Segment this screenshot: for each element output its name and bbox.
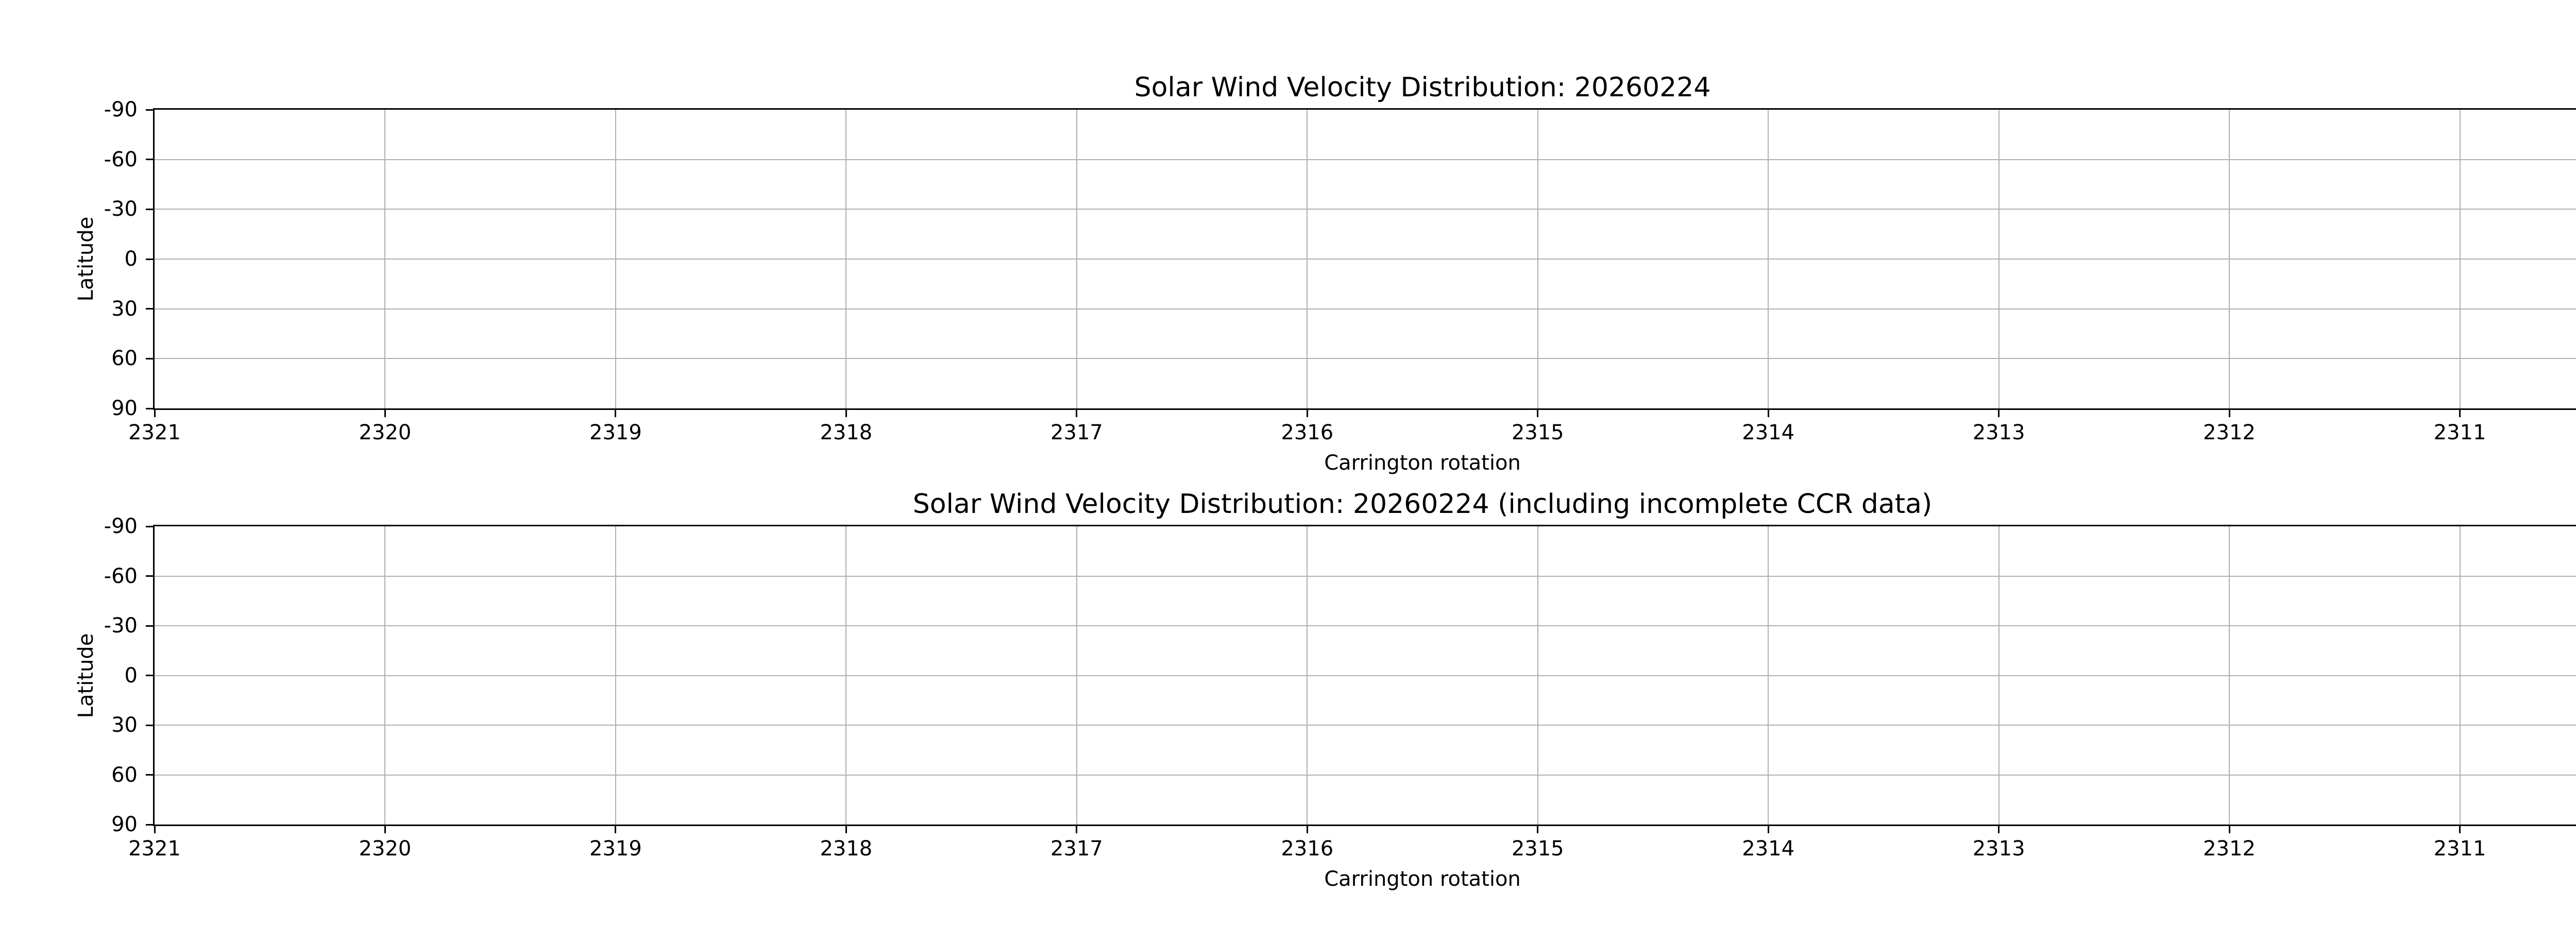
x-tick-mark (1537, 826, 1539, 833)
x-tick-label: 2318 (820, 837, 873, 861)
y-tick-label: 30 (111, 713, 138, 737)
x-tick-label: 2314 (1742, 837, 1795, 861)
gridline-horizontal (155, 358, 2576, 359)
x-tick-mark (1076, 410, 1078, 417)
y-tick-label: -30 (104, 197, 138, 221)
x-tick-mark (1998, 410, 2000, 417)
y-tick-label: -60 (104, 147, 138, 171)
y-tick-label: 0 (124, 247, 138, 271)
gridline-horizontal (155, 725, 2576, 726)
y-tick-label: -60 (104, 564, 138, 588)
gridline-horizontal (155, 209, 2576, 210)
y-tick-label: -90 (104, 98, 138, 122)
x-tick-label: 2315 (1511, 837, 1564, 861)
x-tick-mark (154, 410, 156, 417)
y-tick-label: -90 (104, 514, 138, 538)
x-tick-label: 2319 (589, 837, 642, 861)
x-tick-label: 2321 (128, 837, 181, 861)
x-tick-mark (845, 410, 847, 417)
x-axis-label: Carrington rotation (1324, 451, 1521, 475)
y-tick-mark (146, 575, 153, 577)
x-tick-label: 2316 (1281, 421, 1334, 444)
y-tick-mark (146, 208, 153, 210)
x-tick-label: 2312 (2203, 837, 2256, 861)
x-tick-label: 2311 (2433, 837, 2486, 861)
y-tick-label: -30 (104, 614, 138, 638)
gridline-horizontal (155, 575, 2576, 577)
y-tick-label: 60 (111, 763, 138, 787)
x-tick-mark (1537, 410, 1539, 417)
x-tick-mark (615, 410, 617, 417)
gridline-horizontal (155, 308, 2576, 310)
x-tick-mark (1998, 826, 2000, 833)
gridline-horizontal (155, 675, 2576, 676)
x-tick-label: 2313 (1972, 421, 2025, 444)
x-tick-mark (1767, 410, 1769, 417)
y-tick-mark (146, 823, 153, 826)
x-tick-label: 2313 (1972, 837, 2025, 861)
gridline-horizontal (155, 259, 2576, 260)
chart-title: Solar Wind Velocity Distribution: 202602… (1134, 72, 1711, 103)
gridline-horizontal (155, 774, 2576, 776)
y-tick-mark (146, 159, 153, 161)
x-tick-mark (2459, 410, 2461, 417)
y-tick-label: 90 (111, 813, 138, 836)
x-tick-mark (1306, 410, 1308, 417)
y-tick-mark (146, 308, 153, 310)
y-tick-mark (146, 774, 153, 776)
y-tick-mark (146, 724, 153, 726)
x-tick-label: 2317 (1050, 421, 1103, 444)
x-tick-mark (1076, 826, 1078, 833)
y-tick-mark (146, 675, 153, 676)
y-tick-mark (146, 625, 153, 627)
y-tick-label: 90 (111, 397, 138, 420)
x-tick-mark (384, 410, 386, 417)
y-tick-label: 0 (124, 663, 138, 688)
chart-title: Solar Wind Velocity Distribution: 202602… (912, 489, 1933, 520)
x-tick-label: 2311 (2433, 421, 2486, 444)
x-tick-mark (1306, 826, 1308, 833)
x-tick-label: 2315 (1511, 421, 1564, 444)
gridline-horizontal (155, 159, 2576, 160)
y-tick-label: 30 (111, 297, 138, 321)
x-tick-label: 2319 (589, 421, 642, 444)
x-tick-mark (845, 826, 847, 833)
x-tick-mark (615, 826, 617, 833)
x-tick-label: 2317 (1050, 837, 1103, 861)
plot-area (153, 108, 2576, 410)
y-tick-mark (146, 258, 153, 260)
y-tick-label: 60 (111, 347, 138, 371)
plot-area (153, 525, 2576, 826)
x-tick-mark (2459, 826, 2461, 833)
gridline-horizontal (155, 625, 2576, 626)
x-tick-mark (2228, 826, 2230, 833)
x-tick-label: 2316 (1281, 837, 1334, 861)
x-tick-mark (1767, 826, 1769, 833)
x-tick-mark (384, 826, 386, 833)
x-tick-label: 2314 (1742, 421, 1795, 444)
x-tick-mark (154, 826, 156, 833)
x-tick-label: 2318 (820, 421, 873, 444)
x-tick-mark (2228, 410, 2230, 417)
x-tick-label: 2320 (359, 421, 412, 444)
y-tick-mark (146, 525, 153, 527)
y-tick-mark (146, 109, 153, 111)
x-tick-label: 2320 (359, 837, 412, 861)
x-axis-label: Carrington rotation (1324, 867, 1521, 891)
y-tick-mark (146, 407, 153, 409)
x-tick-label: 2312 (2203, 421, 2256, 444)
y-tick-mark (146, 357, 153, 359)
x-tick-label: 2321 (128, 421, 181, 444)
